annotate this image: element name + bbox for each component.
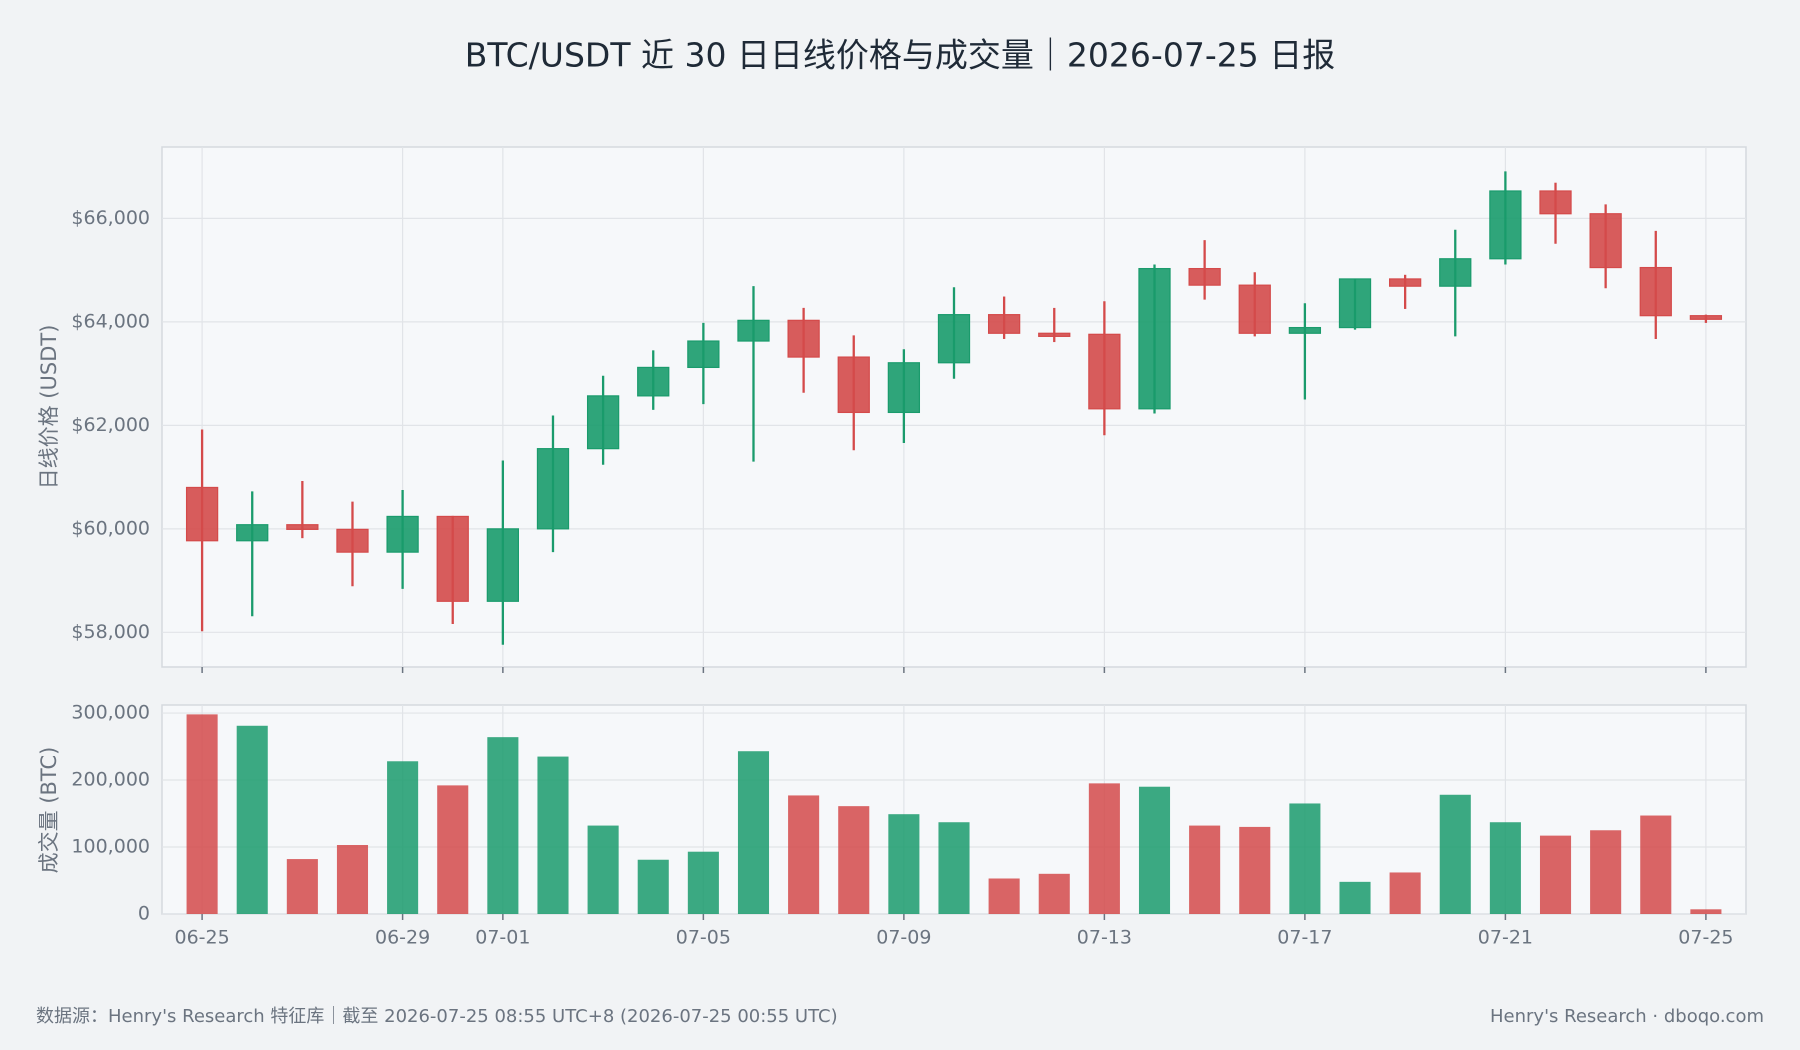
footer-brand: Henry's Research · dboqo.com [1490,1006,1764,1027]
x-tick-label: 07-25 [1678,927,1733,949]
y-tick-label: $58,000 [71,621,150,643]
x-tick-label: 07-09 [876,927,931,949]
volume-bar [988,878,1020,914]
candle-body [1689,315,1723,320]
y-tick-label: $64,000 [71,310,150,332]
candle-body [987,314,1021,334]
candle-body [286,524,319,530]
volume-tick-label: 200,000 [71,769,150,791]
candle-body [1238,284,1271,334]
y-tick-label: $60,000 [71,517,150,539]
y-tick-label: $66,000 [71,207,150,229]
candle-body [637,366,670,397]
volume-bar [1038,873,1070,914]
volume-axis-label: 成交量 (BTC) [37,747,61,874]
volume-bar [387,761,419,914]
volume-bar [637,859,669,914]
y-axis-label: 日线价格 (USDT) [37,325,61,490]
volume-bar [938,822,970,914]
candle-body [1138,267,1171,410]
candle-body [1088,333,1121,410]
volume-bar [236,725,268,914]
volume-bar [1539,835,1572,914]
volume-bar [1690,909,1722,914]
volume-bar [788,795,820,914]
volume-tick-label: 300,000 [71,702,150,724]
volume-bar [838,806,870,914]
x-tick-label: 07-01 [475,927,530,949]
candle-body [1388,278,1422,287]
x-tick-label: 06-29 [375,927,430,949]
volume-bar [1138,786,1171,914]
candle-body [586,395,620,450]
candle-body [386,515,419,553]
volume-bar [336,845,369,914]
candle-body [1338,278,1372,329]
volume-bar [186,714,218,914]
candle-body [486,528,520,602]
volume-bar [1088,783,1120,914]
volume-tick-label: 0 [138,903,150,925]
candle-body [737,319,770,342]
y-tick-label: $62,000 [71,414,150,436]
volume-bar [1389,872,1421,914]
footer-source: 数据源：Henry's Research 特征库｜截至 2026-07-25 0… [36,1006,838,1027]
candle-body [1589,213,1622,269]
price-plot-area [161,146,1747,668]
candle-body [787,319,820,358]
volume-bar [487,737,519,914]
volume-tick-label: 100,000 [71,836,150,858]
candle-body [1288,326,1322,334]
volume-bar [1640,815,1672,914]
candle-body [536,448,570,530]
candle-body [1539,190,1572,215]
x-tick-label: 07-17 [1277,927,1332,949]
candle-body [236,524,269,542]
x-tick-label: 06-25 [174,927,229,949]
candle-body [436,515,469,602]
candle-body [1188,267,1221,286]
candle-body [837,356,870,414]
volume-bar [286,859,318,914]
volume-bar [587,825,619,914]
volume-bar [1339,881,1371,914]
volume-bar [537,756,569,914]
candle-body [937,314,971,364]
candle-body [336,528,369,553]
candle-body [1038,332,1071,337]
candle-body [185,486,219,542]
x-tick-label: 07-05 [676,927,731,949]
volume-bar [1239,826,1271,914]
volume-bar [1189,825,1221,914]
volume-bar [1439,794,1471,914]
volume-bar [1489,822,1521,914]
x-tick-label: 07-13 [1077,927,1132,949]
candle-body [1639,266,1672,317]
candle-body [1439,258,1472,287]
candle-body [687,340,720,369]
volume-bar [888,814,920,914]
chart-title: BTC/USDT 近 30 日日线价格与成交量｜2026-07-25 日报 [465,36,1335,75]
volume-bar [687,851,719,914]
volume-bar [737,751,770,914]
candle-body [1489,190,1522,260]
candle-body [887,362,921,414]
volume-bar [1289,803,1321,914]
volume-bar [1590,830,1622,914]
volume-bar [437,785,469,914]
x-tick-label: 07-21 [1478,927,1533,949]
